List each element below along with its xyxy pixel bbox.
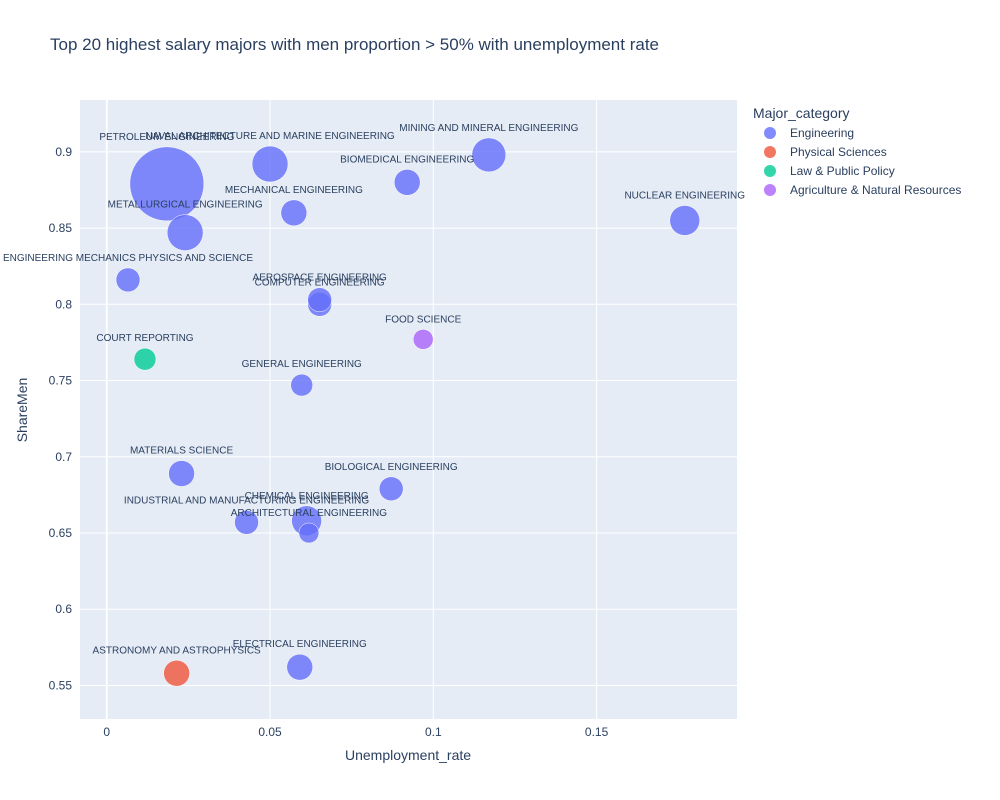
x-tick-label: 0.1 [425, 725, 442, 739]
legend-marker [764, 127, 776, 139]
data-point [412, 329, 434, 350]
legend-title: Major_category [753, 105, 850, 121]
point-label: NUCLEAR ENGINEERING [624, 190, 745, 201]
y-axis-ticks: 0.55 0.6 0.65 0.7 0.75 0.8 0.85 0.9 [49, 145, 73, 693]
data-point [378, 476, 404, 502]
y-tick-label: 0.7 [55, 450, 72, 464]
point-label: CHEMICAL ENGINEERING [245, 491, 369, 502]
point-label: INDUSTRIAL AND MANUFACTURING ENGINEERING [124, 495, 369, 506]
point-label: NAVAL ARCHITECTURE AND MARINE ENGINEERIN… [145, 131, 395, 142]
data-point [471, 137, 507, 173]
point-label: ELECTRICAL ENGINEERING [233, 639, 367, 650]
point-label: COURT REPORTING [96, 333, 193, 344]
data-point [280, 199, 308, 227]
y-axis-title: ShareMen [14, 378, 30, 443]
point-label: MATERIALS SCIENCE [130, 446, 233, 457]
data-point [163, 660, 190, 687]
data-point [307, 287, 332, 312]
y-tick-label: 0.65 [49, 526, 73, 540]
data-point [129, 146, 205, 222]
point-label: COMPUTER ENGINEERING [255, 277, 385, 288]
point-label: ASTRONOMY AND ASTROPHYSICS [93, 645, 262, 656]
data-point [251, 145, 289, 183]
legend-entry: Law & Public Policy [790, 164, 895, 178]
point-label: ARCHITECTURAL ENGINEERING [231, 508, 388, 519]
point-label: PETROLEUM ENGINEERING [99, 132, 234, 143]
data-points [115, 137, 701, 687]
point-label: BIOMEDICAL ENGINEERING [340, 154, 474, 165]
point-label: BIOLOGICAL ENGINEERING [325, 462, 458, 473]
y-tick-label: 0.55 [49, 678, 73, 692]
x-axis-ticks: 0 0.05 0.1 0.15 [103, 725, 608, 739]
y-tick-label: 0.75 [49, 374, 73, 388]
point-label: GENERAL ENGINEERING [242, 359, 362, 370]
y-tick-label: 0.8 [55, 297, 72, 311]
grid-lines [80, 100, 737, 719]
data-point [166, 214, 204, 251]
data-point [115, 267, 141, 293]
point-label: MINING AND MINERAL ENGINEERING [399, 123, 578, 134]
legend-entry: Physical Sciences [790, 145, 887, 159]
legend-marker [764, 165, 776, 177]
data-point [290, 373, 313, 397]
point-label: AEROSPACE ENGINEERING [253, 273, 388, 284]
point-label: ENGINEERING MECHANICS PHYSICS AND SCIENC… [3, 253, 253, 264]
x-tick-label: 0 [103, 725, 110, 739]
legend-entry: Engineering [790, 126, 854, 140]
y-tick-label: 0.9 [55, 145, 72, 159]
legend-marker [764, 184, 776, 196]
point-label: MECHANICAL ENGINEERING [225, 185, 363, 196]
y-tick-label: 0.85 [49, 221, 73, 235]
data-point [168, 460, 195, 487]
x-tick-label: 0.05 [258, 725, 282, 739]
data-point [298, 522, 320, 544]
point-labels: PETROLEUM ENGINEERING MINING AND MINERAL … [3, 123, 745, 656]
data-point [669, 205, 701, 236]
data-point [133, 347, 157, 371]
legend-entry: Agriculture & Natural Resources [790, 183, 961, 197]
legend: Major_category Engineering Physical Scien… [753, 105, 961, 197]
x-axis-title: Unemployment_rate [345, 747, 471, 763]
point-label: METALLURGICAL ENGINEERING [108, 200, 263, 211]
data-point [234, 510, 259, 535]
legend-marker [764, 146, 776, 158]
y-tick-label: 0.6 [55, 602, 72, 616]
data-point [393, 169, 421, 196]
x-tick-label: 0.15 [585, 725, 609, 739]
point-label: FOOD SCIENCE [385, 314, 461, 325]
data-point [286, 653, 314, 681]
chart-title: Top 20 highest salary majors with men pr… [50, 35, 659, 54]
